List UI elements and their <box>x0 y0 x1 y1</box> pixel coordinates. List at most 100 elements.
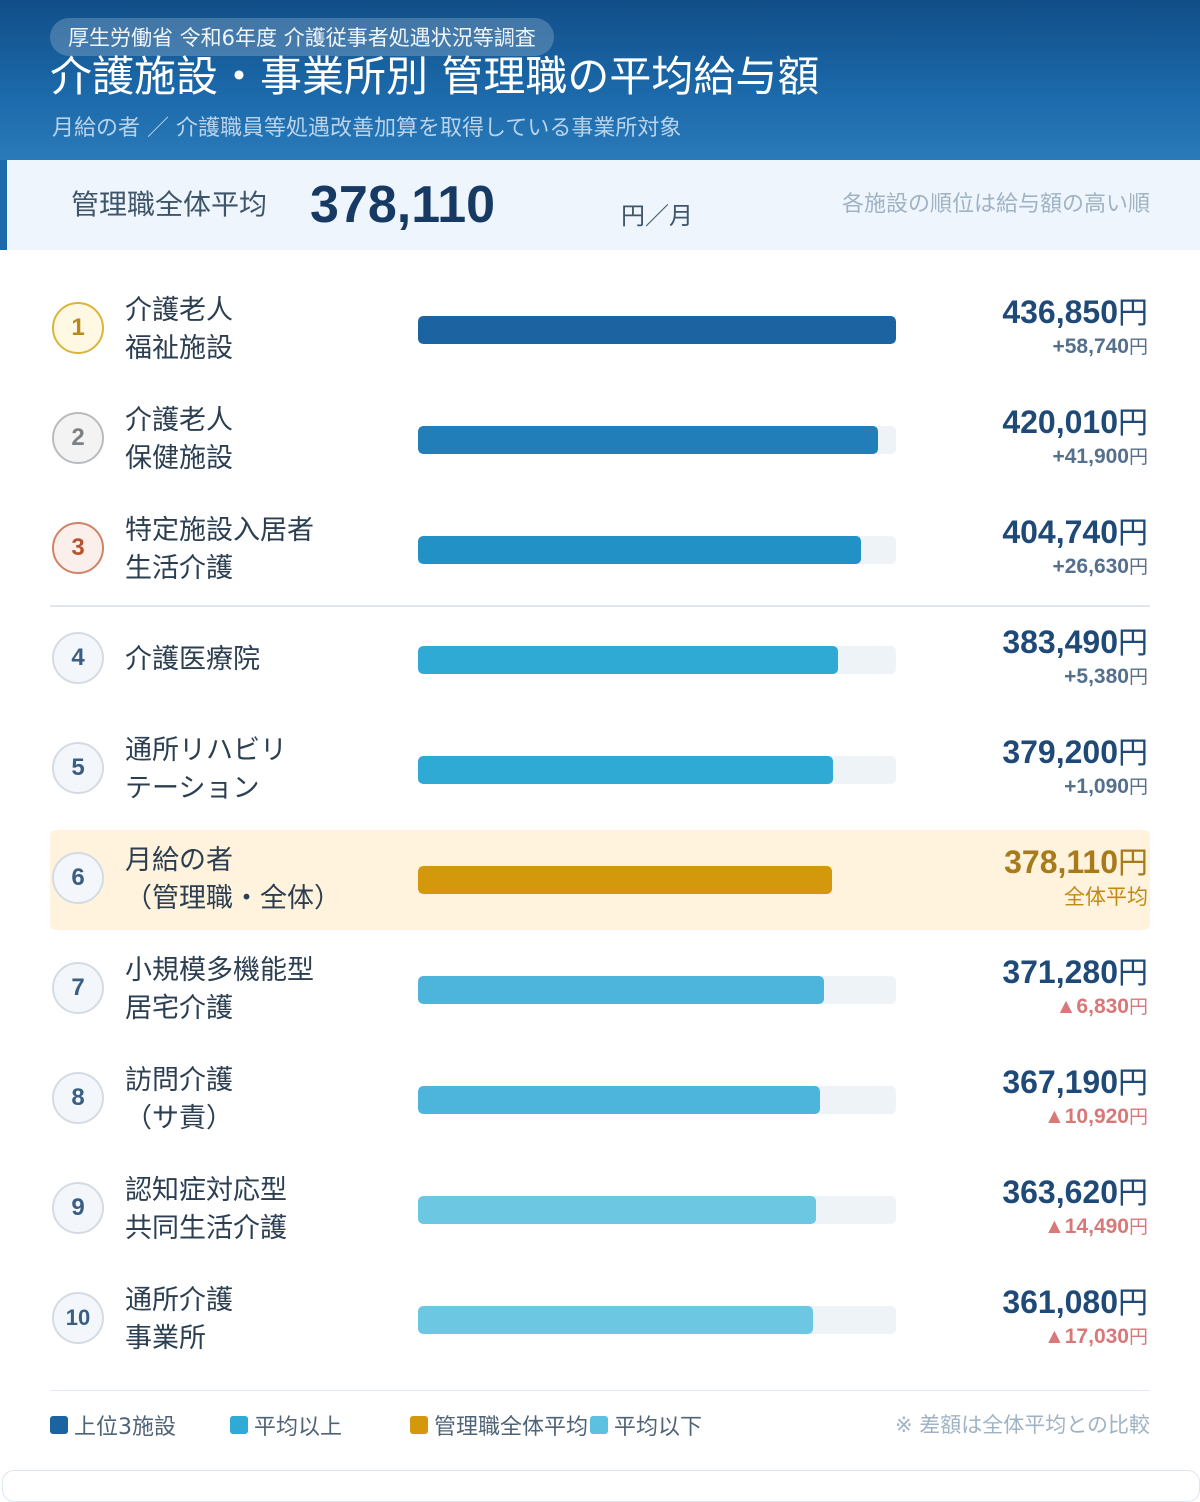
facility-name: 通所介護 事業所 <box>125 1276 385 1364</box>
yen-unit: 円 <box>1118 626 1148 661</box>
legend-item-above: 平均以上 <box>230 1408 342 1442</box>
ranking-row: 6 月給の者 （管理職・全体） 378,110円 全体平均 <box>50 830 1150 930</box>
salary-value-number: 436,850 <box>1002 294 1118 330</box>
difference-from-average: 全体平均 <box>1064 882 1148 912</box>
yen-unit: 円 <box>1118 846 1148 881</box>
yen-unit: 円 <box>1128 556 1148 578</box>
bar-track <box>418 1196 896 1224</box>
yen-unit: 円 <box>1128 446 1148 468</box>
rank-badge: 5 <box>52 742 104 794</box>
salary-bar <box>418 1306 813 1334</box>
salary-bar <box>418 646 838 674</box>
difference-value: +26,630 <box>1052 555 1129 578</box>
legend-divider <box>50 1390 1150 1391</box>
ranking-row: 9 認知症対応型 共同生活介護 363,620円 ▲14,490円 <box>50 1160 1150 1260</box>
salary-value-number: 371,280 <box>1002 954 1118 990</box>
ranking-row: 3 特定施設入居者 生活介護 404,740円 +26,630円 <box>50 500 1150 600</box>
difference-value: 全体平均 <box>1064 885 1148 909</box>
difference-from-average: +41,900円 <box>1052 442 1148 472</box>
salary-bar <box>418 426 878 454</box>
average-value: 378,110 <box>310 176 496 234</box>
salary-value: 363,620円 <box>1002 1172 1148 1214</box>
rank-badge: 7 <box>52 962 104 1014</box>
legend-item-below: 平均以下 <box>590 1408 702 1442</box>
legend-label-top3: 上位3施設 <box>74 1415 176 1440</box>
average-unit: 円／月 <box>621 202 693 230</box>
bar-track <box>418 1306 896 1334</box>
salary-value: 371,280円 <box>1002 952 1148 994</box>
facility-name-line: テーション <box>125 773 260 804</box>
difference-from-average: ▲6,830円 <box>1056 992 1148 1022</box>
salary-value-number: 361,080 <box>1002 1284 1118 1320</box>
source-badge: 厚生労働省 令和6年度 介護従事者処遇状況等調査 <box>50 18 554 56</box>
bar-track <box>418 1086 896 1114</box>
legend-swatch-below <box>590 1416 608 1434</box>
rank-badge: 9 <box>52 1182 104 1234</box>
difference-from-average: +58,740円 <box>1052 332 1148 362</box>
facility-name-line: 介護老人 <box>125 295 233 326</box>
yen-unit: 円 <box>1128 336 1148 358</box>
salary-value-number: 379,200 <box>1002 734 1118 770</box>
rank-badge: 1 <box>52 302 104 354</box>
bar-track <box>418 536 896 564</box>
facility-name: 訪問介護 （サ責） <box>125 1056 385 1144</box>
difference-value: ▲14,490 <box>1043 1215 1129 1238</box>
average-summary-bar: 管理職全体平均 378,110 円／月 各施設の順位は給与額の高い順 <box>0 160 1200 250</box>
facility-name-line: 事業所 <box>125 1323 206 1354</box>
legend-swatch-top3 <box>50 1416 68 1434</box>
legend-swatch-average <box>410 1416 428 1434</box>
facility-name-line: （管理職・全体） <box>125 883 341 914</box>
yen-unit: 円 <box>1128 776 1148 798</box>
yen-unit: 円 <box>1128 1216 1148 1238</box>
yen-unit: 円 <box>1118 1066 1148 1101</box>
facility-name: 介護老人 保健施設 <box>125 396 385 484</box>
facility-name: 通所リハビリ テーション <box>125 726 385 814</box>
yen-unit: 円 <box>1128 996 1148 1018</box>
facility-name-line: （サ責） <box>125 1103 233 1134</box>
legend-item-average: 管理職全体平均 <box>410 1408 588 1442</box>
facility-name-line: 月給の者 <box>125 845 233 876</box>
bar-track <box>418 316 896 344</box>
facility-name-line: 介護老人 <box>125 405 233 436</box>
facility-name-line: 福祉施設 <box>125 333 233 364</box>
salary-value: 367,190円 <box>1002 1062 1148 1104</box>
difference-from-average: ▲10,920円 <box>1044 1102 1148 1132</box>
facility-name: 小規模多機能型 居宅介護 <box>125 946 385 1034</box>
salary-value: 420,010円 <box>1002 402 1148 444</box>
salary-bar <box>418 866 832 894</box>
salary-value: 361,080円 <box>1002 1282 1148 1324</box>
facility-name-line: 居宅介護 <box>125 993 233 1024</box>
rank-badge: 10 <box>52 1292 104 1344</box>
difference-from-average: +1,090円 <box>1064 772 1148 802</box>
rank-badge: 3 <box>52 522 104 574</box>
ranking-row: 4 介護医療院 383,490円 +5,380円 <box>50 610 1150 710</box>
facility-name-line: 保健施設 <box>125 443 233 474</box>
yen-unit: 円 <box>1118 296 1148 331</box>
legend-label-above: 平均以上 <box>254 1415 343 1440</box>
facility-name: 月給の者 （管理職・全体） <box>125 836 385 924</box>
ranking-row: 1 介護老人 福祉施設 436,850円 +58,740円 <box>50 280 1150 380</box>
ranking-row: 7 小規模多機能型 居宅介護 371,280円 ▲6,830円 <box>50 940 1150 1040</box>
rank-badge: 4 <box>52 632 104 684</box>
rank-badge: 2 <box>52 412 104 464</box>
bar-track <box>418 646 896 674</box>
salary-value-number: 383,490 <box>1002 624 1118 660</box>
facility-name-line: 認知症対応型 <box>125 1175 287 1206</box>
yen-unit: 円 <box>1128 666 1148 688</box>
ranking-row: 2 介護老人保健施設 420,010円 +41,900円 <box>50 390 1150 490</box>
salary-value: 436,850円 <box>1002 292 1148 334</box>
difference-from-average: ▲14,490円 <box>1044 1212 1148 1242</box>
header-banner: 厚生労働省 令和6年度 介護従事者処遇状況等調査 介護施設・事業所別 管理職の平… <box>0 0 1200 160</box>
rank-badge: 8 <box>52 1072 104 1124</box>
yen-unit: 円 <box>1128 1106 1148 1128</box>
difference-value: ▲17,030 <box>1043 1325 1129 1348</box>
salary-value: 378,110円 <box>1004 842 1148 884</box>
difference-from-average: +5,380円 <box>1064 662 1148 692</box>
difference-value: ▲10,920 <box>1043 1105 1129 1128</box>
salary-value: 404,740円 <box>1002 512 1148 554</box>
yen-unit: 円 <box>1118 1286 1148 1321</box>
facility-name: 特定施設入居者 生活介護 <box>125 506 385 594</box>
difference-value: +5,380 <box>1064 665 1129 688</box>
ranking-row: 5 通所リハビリ テーション 379,200 円 +1,090円 <box>50 720 1150 820</box>
facility-name-line: 共同生活介護 <box>125 1213 287 1244</box>
